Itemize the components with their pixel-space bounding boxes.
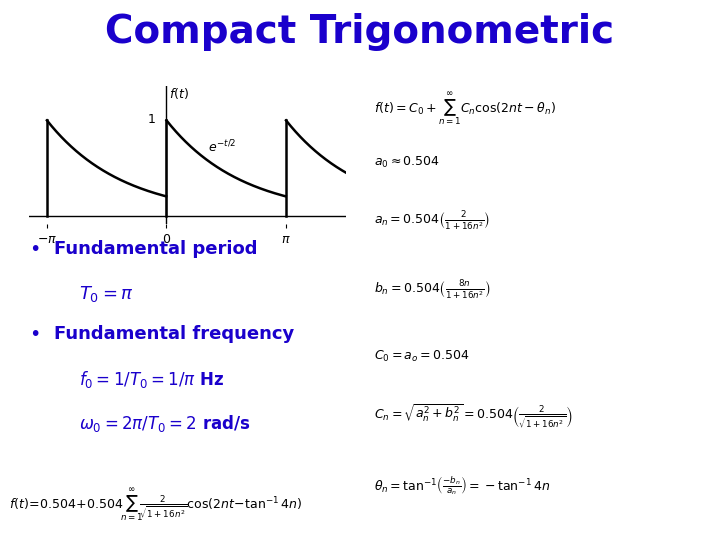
Text: •: • — [29, 240, 40, 259]
Text: $f(t)\!=\!0.504\!+\!0.504\!\sum_{n=1}^{\infty}\!\frac{2}{\sqrt{1+16n^2}}\cos\!\l: $f(t)\!=\!0.504\!+\!0.504\!\sum_{n=1}^{\… — [9, 487, 302, 524]
Text: $b_n = 0.504\left(\frac{8n}{1+16n^2}\right)$: $b_n = 0.504\left(\frac{8n}{1+16n^2}\rig… — [374, 278, 491, 302]
Text: $\omega_0 = 2\pi/T_0 = 2$ rad/s: $\omega_0 = 2\pi/T_0 = 2$ rad/s — [79, 414, 251, 434]
Text: $C_0 = a_o = 0.504$: $C_0 = a_o = 0.504$ — [374, 349, 470, 364]
Text: $a_n = 0.504\left(\frac{2}{1+16n^2}\right)$: $a_n = 0.504\left(\frac{2}{1+16n^2}\righ… — [374, 210, 491, 233]
Text: $e^{-t/2}$: $e^{-t/2}$ — [208, 139, 236, 156]
Text: Fundamental frequency: Fundamental frequency — [54, 325, 294, 343]
Text: Fundamental period: Fundamental period — [54, 240, 258, 258]
Text: $\theta_n = \tan^{-1}\!\left(\frac{-b_n}{a_n}\right) = -\tan^{-1} 4n$: $\theta_n = \tan^{-1}\!\left(\frac{-b_n}… — [374, 475, 551, 497]
Text: $f(t)$: $f(t)$ — [168, 86, 189, 100]
Text: $1$: $1$ — [147, 113, 156, 126]
Text: $f(t)= C_0 + \sum_{n=1}^{\infty}C_n\cos(2nt-\theta_n)$: $f(t)= C_0 + \sum_{n=1}^{\infty}C_n\cos(… — [374, 91, 557, 128]
Text: $a_0 \approx 0.504$: $a_0 \approx 0.504$ — [374, 154, 441, 170]
Text: Compact Trigonometric: Compact Trigonometric — [105, 14, 615, 51]
Text: •: • — [29, 325, 40, 345]
Text: $C_n = \sqrt{a_n^2+b_n^2} = 0.504\left(\frac{2}{\sqrt{1+16n^2}}\right)$: $C_n = \sqrt{a_n^2+b_n^2} = 0.504\left(\… — [374, 402, 573, 430]
Text: $f_0 = 1/T_0 = 1/\pi$ Hz: $f_0 = 1/T_0 = 1/\pi$ Hz — [79, 369, 225, 390]
Text: $T_0 = \pi$: $T_0 = \pi$ — [79, 284, 134, 304]
